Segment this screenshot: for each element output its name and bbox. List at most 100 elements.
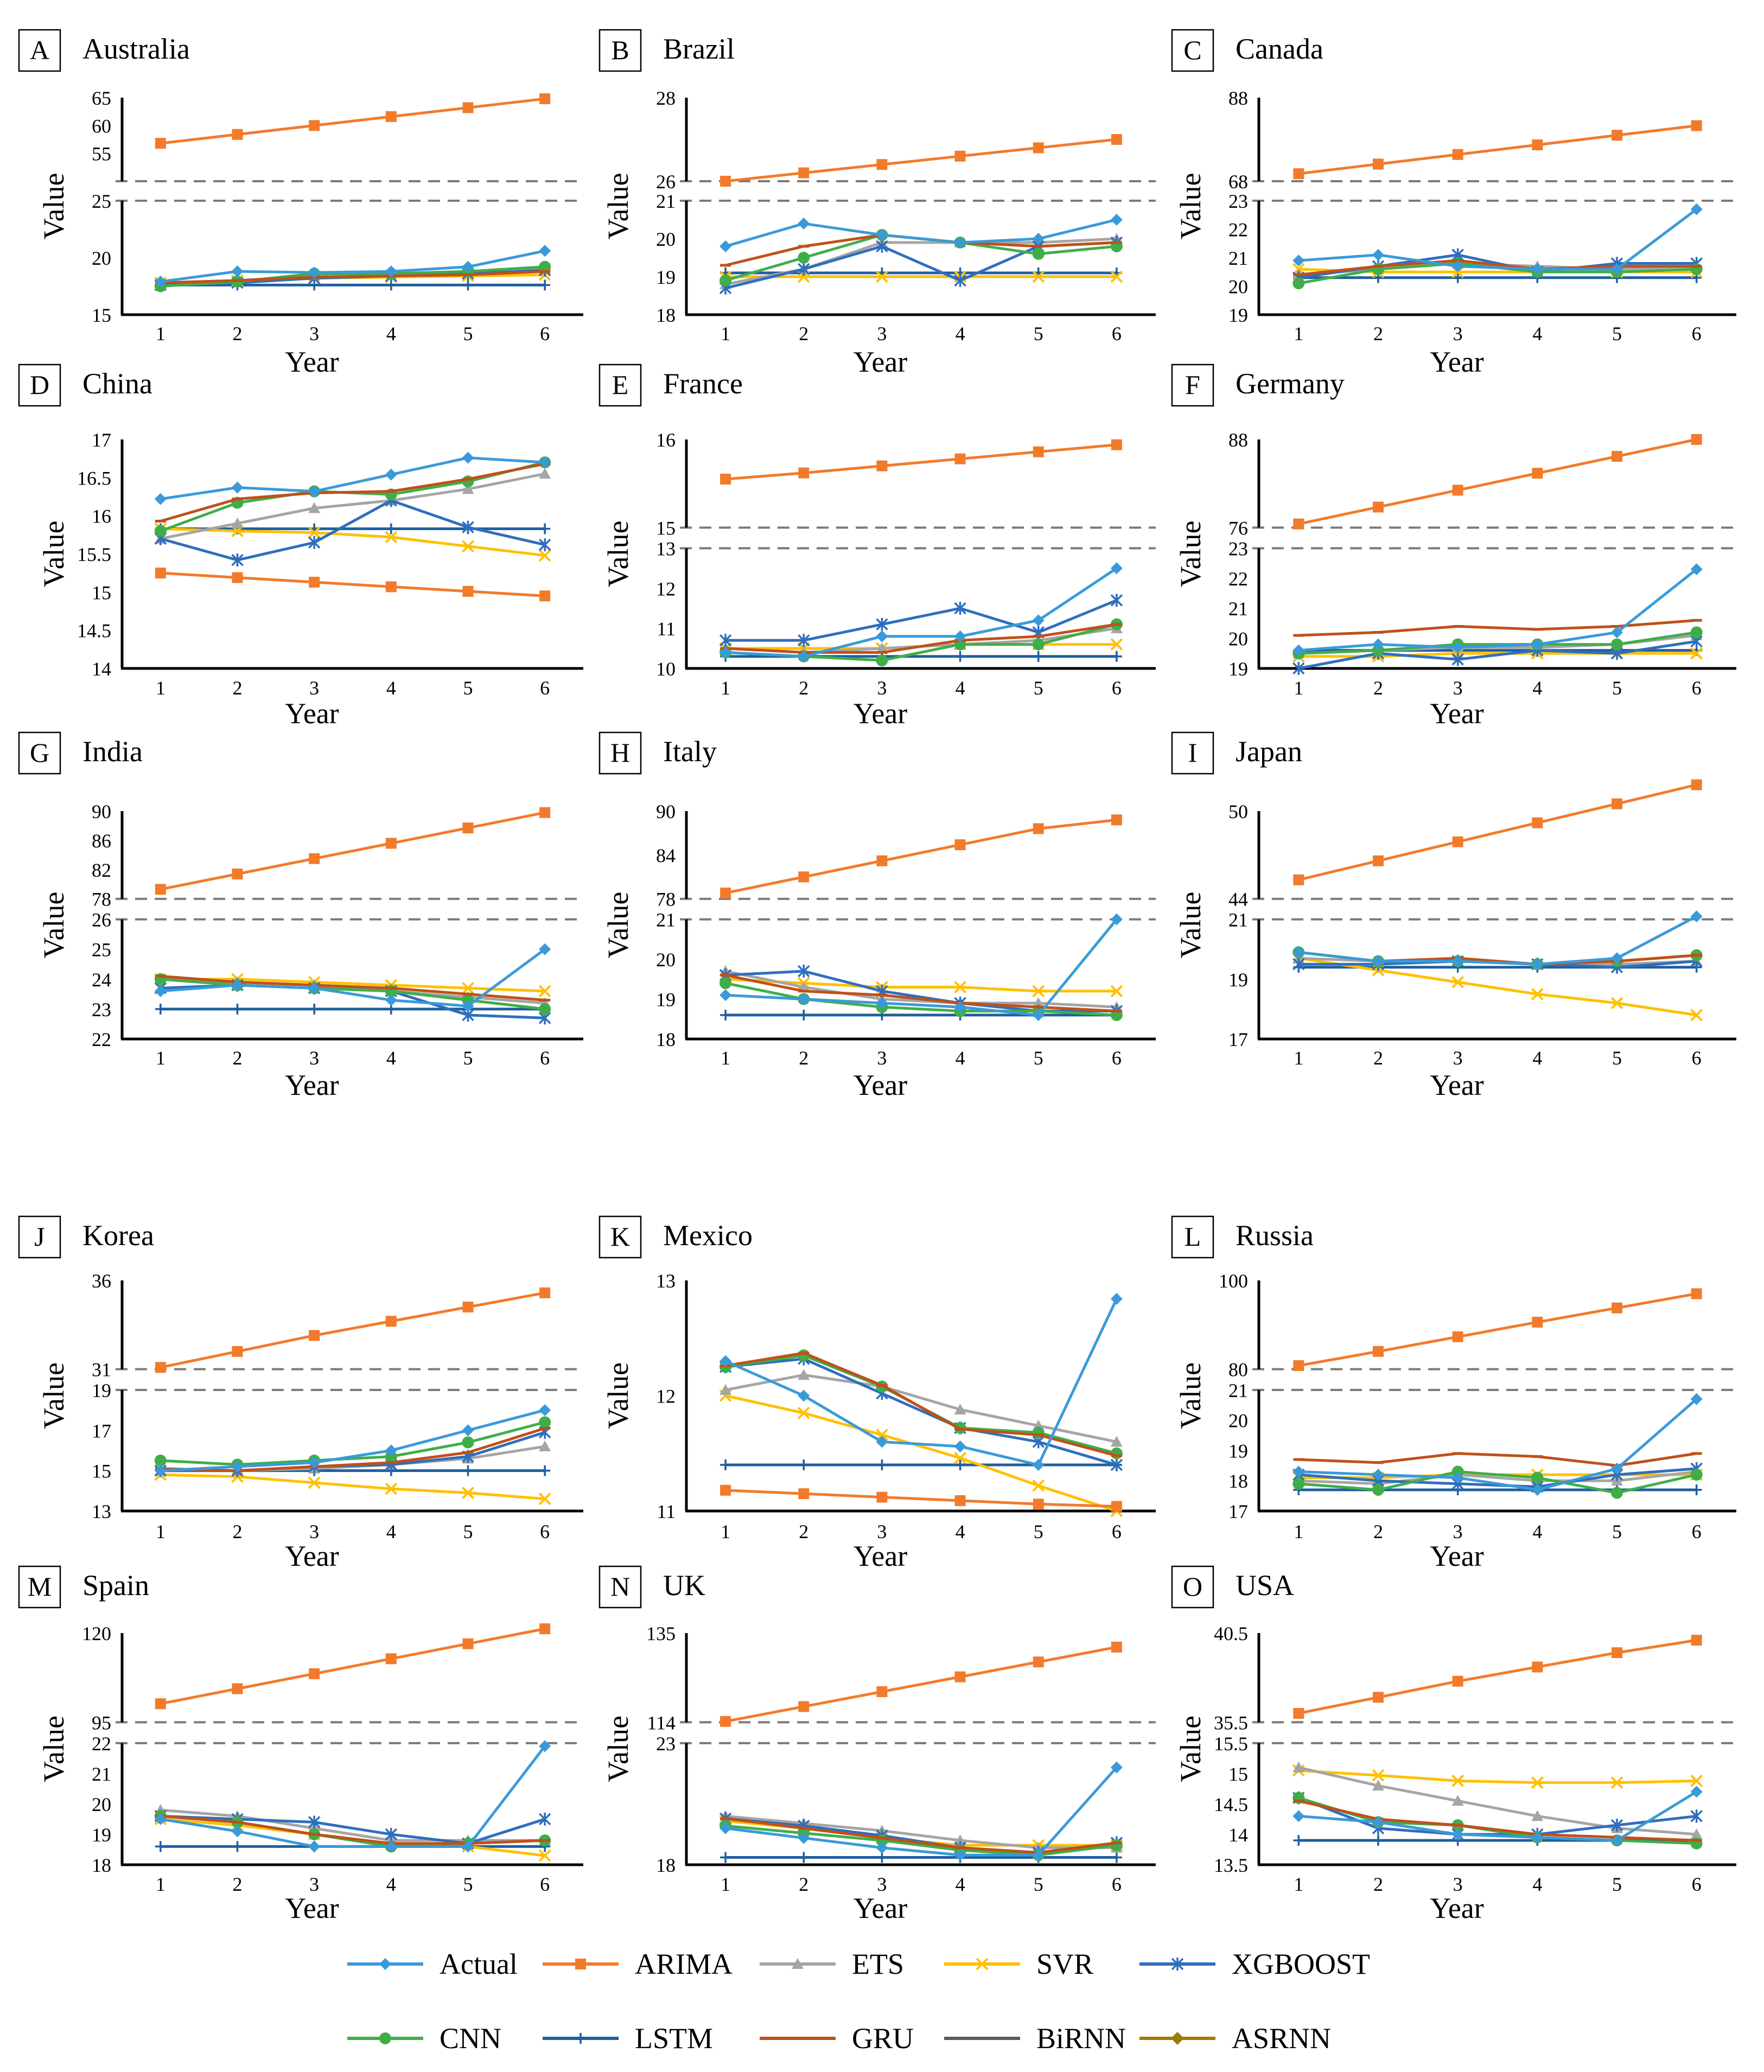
- x-tick-label: 1: [721, 1047, 730, 1069]
- series-line-arima: [725, 138, 1117, 183]
- x-tick-label: 2: [1373, 323, 1383, 345]
- series-actual: [1292, 563, 1703, 656]
- y-tick-label: 35.5: [1214, 1712, 1248, 1733]
- data-point-actual: [1611, 626, 1623, 639]
- legend-label: CNN: [440, 2022, 501, 2055]
- series-actual: [719, 214, 1123, 252]
- x-tick-label: 3: [877, 1521, 887, 1542]
- data-point-ets: [1292, 1761, 1305, 1773]
- data-point-cnn: [719, 977, 732, 990]
- series-ets: [719, 233, 1123, 289]
- data-point-arima: [1033, 142, 1044, 154]
- data-point-lstm: [539, 523, 551, 534]
- series-ets: [1292, 1761, 1703, 1839]
- data-point-cnn: [719, 275, 732, 286]
- data-point-svr: [1690, 647, 1703, 660]
- x-tick-label: 5: [1034, 677, 1043, 699]
- data-point-xgboost: [876, 617, 888, 631]
- data-point-arima: [876, 1491, 888, 1503]
- y-axis-label: Value: [602, 1362, 634, 1429]
- data-point-svr: [1032, 270, 1045, 283]
- x-tick-label: 1: [1294, 1521, 1303, 1542]
- y-tick-label: 16: [92, 506, 111, 527]
- y-tick-label: 26: [656, 171, 676, 193]
- chart-panel-o: O USA 35.5 40.5 13.5 14 14.5 15 15.5 1 2 3 4 5 6 Year Va…: [1171, 1565, 1736, 1924]
- data-point-arima: [954, 453, 966, 464]
- y-tick-label: 13: [656, 1270, 676, 1292]
- panel-letter-box: [1171, 1565, 1214, 1609]
- y-tick-label: 78: [92, 889, 111, 910]
- data-point-actual: [1032, 1009, 1045, 1021]
- data-point-actual: [1531, 263, 1544, 275]
- data-point-actual: [954, 630, 966, 642]
- series-actual: [154, 943, 551, 1012]
- series-arima: [155, 93, 551, 149]
- y-tick-label: 19: [1228, 969, 1248, 991]
- series-svr: [1292, 952, 1703, 1022]
- series-line-gru: [160, 1814, 545, 1845]
- data-point-lstm: [309, 1003, 320, 1015]
- legend-marker-asrnn: [1171, 2032, 1184, 2045]
- data-point-arima: [1293, 1707, 1304, 1719]
- series-line-arima: [725, 818, 1117, 895]
- panel-title: Mexico: [663, 1219, 753, 1252]
- legend-label: Actual: [440, 1948, 518, 1980]
- y-tick-label: 50: [1228, 801, 1248, 823]
- x-tick-label: 1: [156, 1521, 165, 1542]
- x-tick-label: 5: [1034, 1521, 1043, 1542]
- panel-title: USA: [1236, 1569, 1294, 1602]
- series-line-arima: [1298, 124, 1697, 175]
- y-axis-label: Value: [602, 521, 634, 588]
- panel-title: UK: [663, 1569, 705, 1602]
- data-point-arima: [232, 868, 243, 879]
- series-line-actual: [1298, 915, 1697, 966]
- data-point-arima: [876, 1686, 888, 1698]
- series-line-xgboost: [725, 241, 1117, 290]
- data-point-xgboost: [1451, 653, 1464, 666]
- data-point-actual: [1292, 644, 1305, 656]
- x-tick-label: 2: [1373, 1521, 1383, 1542]
- panel-letter: D: [30, 369, 49, 400]
- data-point-lstm: [462, 1465, 474, 1476]
- panel-title: Brazil: [663, 33, 735, 65]
- series-line-ets: [1298, 1766, 1697, 1836]
- series-line-actual: [725, 218, 1117, 248]
- data-point-actual: [539, 943, 551, 955]
- data-point-arima: [720, 1716, 731, 1727]
- data-point-arima: [462, 1638, 474, 1649]
- y-tick-label: 36: [92, 1270, 111, 1292]
- y-tick-label: 90: [92, 801, 111, 823]
- data-point-arima: [1033, 823, 1044, 834]
- data-point-arima: [1111, 134, 1122, 145]
- data-point-arima: [462, 102, 474, 113]
- x-tick-label: 2: [1373, 677, 1383, 699]
- data-point-svr: [954, 981, 966, 993]
- data-point-arima: [1612, 451, 1622, 462]
- data-point-arima: [1612, 130, 1622, 141]
- data-point-arima: [462, 1302, 474, 1313]
- data-point-actual: [154, 1813, 167, 1825]
- x-tick-label: 3: [309, 677, 319, 699]
- y-axis-label: Value: [37, 1716, 70, 1782]
- y-tick-label: 95: [92, 1712, 111, 1733]
- legend-item-arima: ARIMA: [543, 1948, 733, 1980]
- data-point-arima: [1111, 814, 1122, 826]
- data-point-arima: [385, 1316, 397, 1327]
- data-point-actual: [308, 266, 321, 279]
- legend-label: ASRNN: [1232, 2022, 1331, 2055]
- x-tick-label: 3: [877, 1873, 887, 1895]
- series-line-svr: [160, 978, 545, 993]
- y-tick-label: 135: [646, 1623, 676, 1644]
- x-tick-label: 5: [1612, 323, 1622, 345]
- data-point-arima: [385, 838, 397, 849]
- data-point-ets: [231, 517, 244, 528]
- data-point-lstm: [720, 1009, 731, 1021]
- data-point-xgboost: [308, 535, 321, 549]
- series-arima: [1293, 434, 1702, 530]
- legend-marker-xgboost: [1171, 1958, 1184, 1971]
- series-line-xgboost: [725, 1357, 1117, 1467]
- data-point-actual: [308, 982, 321, 994]
- x-tick-label: 2: [1373, 1047, 1383, 1069]
